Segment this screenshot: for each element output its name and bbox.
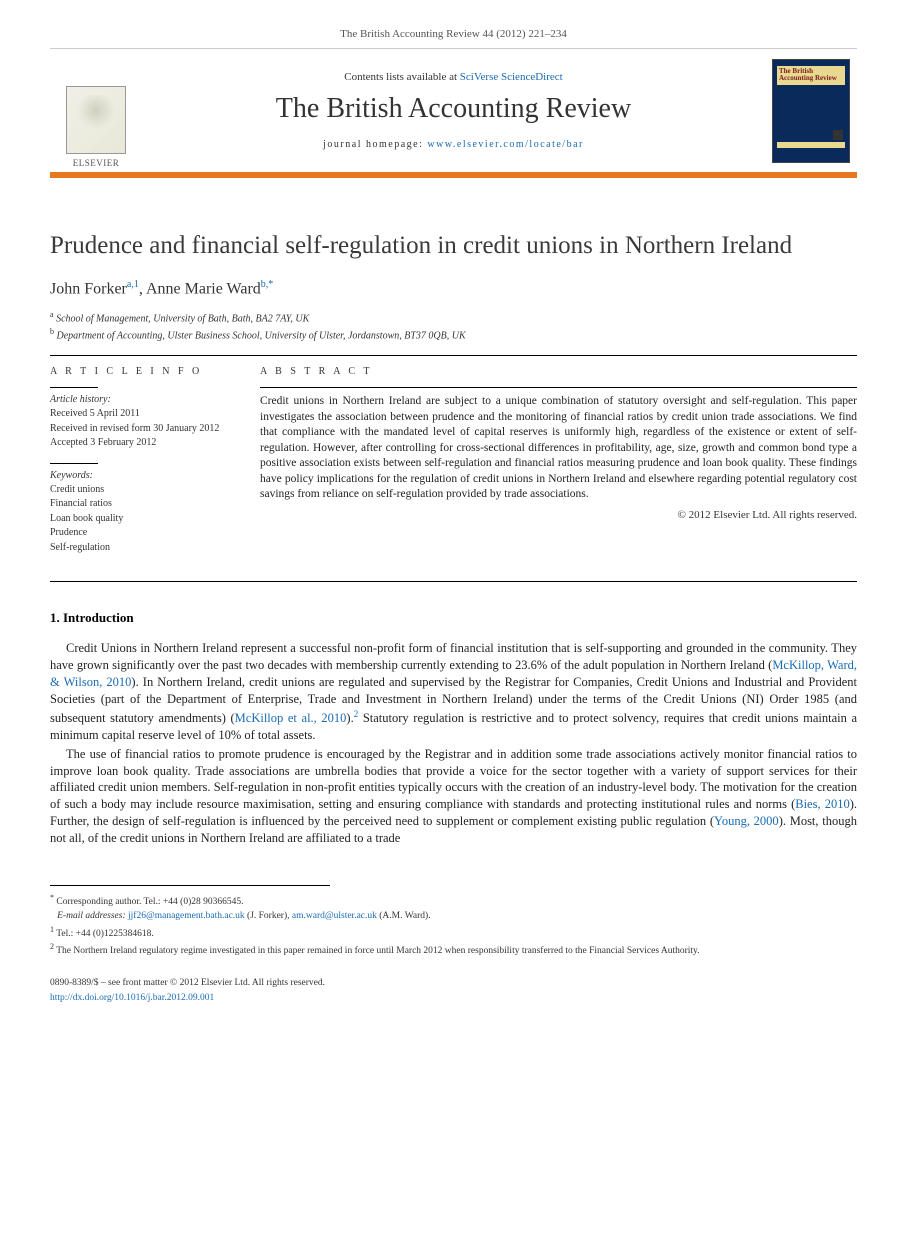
email-link[interactable]: am.ward@ulster.ac.uk (292, 911, 377, 921)
fn2-marker: 2 (50, 942, 54, 951)
fn1-text: Tel.: +44 (0)1225384618. (56, 929, 154, 939)
p1c: ). (346, 711, 353, 725)
sciencedirect-link[interactable]: SciVerse ScienceDirect (460, 71, 563, 83)
fn1-marker: 1 (50, 925, 54, 934)
journal-cover-icon: The British Accounting Review (772, 59, 850, 163)
cover-bar (777, 142, 845, 148)
affil-b-sup: b (50, 327, 54, 336)
page-citation: The British Accounting Review 44 (2012) … (0, 0, 907, 48)
email-link[interactable]: jjf26@management.bath.ac.uk (128, 911, 245, 921)
corr-marker: * (50, 893, 54, 902)
email-footnote: E-mail addresses: jjf26@management.bath.… (50, 909, 857, 923)
cover-title: The British Accounting Review (777, 66, 845, 85)
email2-name: (A.M. Ward). (379, 911, 430, 921)
fn2-text: The Northern Ireland regulatory regime i… (56, 946, 699, 956)
affil-a: School of Management, University of Bath… (56, 313, 309, 324)
article-info-column: A R T I C L E I N F O Article history: R… (50, 366, 260, 567)
affil-a-sup: a (50, 310, 54, 319)
authors: John Forkera,1, Anne Marie Wardb,* (50, 279, 857, 298)
keyword: Prudence (50, 526, 240, 541)
doi-link[interactable]: http://dx.doi.org/10.1016/j.bar.2012.09.… (50, 993, 214, 1003)
corr-author-footnote: * Corresponding author. Tel.: +44 (0)28 … (50, 892, 857, 909)
corr-text: Corresponding author. Tel.: +44 (0)28 90… (56, 897, 243, 907)
footnotes-rule (50, 885, 330, 892)
keyword: Self-regulation (50, 541, 240, 556)
p2a: The use of financial ratios to promote p… (50, 747, 857, 812)
copyright: © 2012 Elsevier Ltd. All rights reserved… (260, 509, 857, 521)
history-block: Article history: Received 5 April 2011 R… (50, 394, 240, 451)
footnote-2: 2 The Northern Ireland regulatory regime… (50, 941, 857, 958)
elsevier-tree-icon (66, 86, 126, 154)
revised: Received in revised form 30 January 2012 (50, 422, 240, 437)
footnotes: * Corresponding author. Tel.: +44 (0)28 … (50, 892, 857, 958)
info-abstract-row: A R T I C L E I N F O Article history: R… (50, 355, 857, 582)
article-info-label: A R T I C L E I N F O (50, 366, 240, 377)
homepage-line: journal homepage: www.elsevier.com/locat… (323, 139, 584, 150)
divider (50, 387, 98, 388)
received: Received 5 April 2011 (50, 407, 240, 422)
keywords-block: Keywords: Credit unions Financial ratios… (50, 470, 240, 556)
banner-center: Contents lists available at SciVerse Sci… (142, 49, 765, 178)
affil-b: Department of Accounting, Ulster Busines… (57, 330, 466, 341)
contents-prefix: Contents lists available at (344, 71, 459, 83)
email-label: E-mail addresses: (57, 911, 126, 921)
footnote-1: 1 Tel.: +44 (0)1225384618. (50, 924, 857, 941)
section-heading: 1. Introduction (50, 610, 857, 626)
history-head: Article history: (50, 394, 240, 405)
body-para-2: The use of financial ratios to promote p… (50, 746, 857, 847)
divider (260, 387, 857, 388)
abstract-label: A B S T R A C T (260, 366, 857, 377)
journal-title: The British Accounting Review (276, 93, 631, 125)
publisher-block: ELSEVIER (50, 49, 142, 178)
contents-line: Contents lists available at SciVerse Sci… (344, 71, 562, 83)
author-2-sup: b,* (261, 279, 274, 290)
article-title: Prudence and financial self-regulation i… (50, 230, 857, 261)
citation-link[interactable]: McKillop et al., 2010 (235, 711, 347, 725)
cover-block: The British Accounting Review (765, 49, 857, 178)
cover-logo-icon (833, 130, 843, 140)
author-2: Anne Marie Ward (146, 281, 261, 298)
homepage-link[interactable]: www.elsevier.com/locate/bar (427, 139, 583, 150)
divider (50, 463, 98, 464)
accepted: Accepted 3 February 2012 (50, 436, 240, 451)
citation-link[interactable]: Young, 2000 (714, 814, 779, 828)
abstract-text: Credit unions in Northern Ireland are su… (260, 394, 857, 503)
body-section: 1. Introduction Credit Unions in Norther… (50, 610, 857, 847)
keywords-head: Keywords: (50, 470, 240, 481)
email1-name: (J. Forker), (247, 911, 289, 921)
keyword: Loan book quality (50, 512, 240, 527)
homepage-prefix: journal homepage: (323, 139, 427, 150)
abstract-column: A B S T R A C T Credit unions in Norther… (260, 366, 857, 567)
page-footer: 0890-8389/$ – see front matter © 2012 El… (50, 976, 857, 1005)
issn-line: 0890-8389/$ – see front matter © 2012 El… (50, 976, 857, 990)
publisher-name: ELSEVIER (73, 158, 120, 168)
author-1: John Forker (50, 281, 127, 298)
author-1-sup: a,1 (127, 279, 139, 290)
body-para-1: Credit Unions in Northern Ireland repres… (50, 640, 857, 743)
p1a: Credit Unions in Northern Ireland repres… (50, 641, 857, 672)
journal-banner: ELSEVIER Contents lists available at Sci… (50, 48, 857, 178)
keyword: Financial ratios (50, 497, 240, 512)
keyword: Credit unions (50, 483, 240, 498)
citation-link[interactable]: Bies, 2010 (795, 797, 849, 811)
affiliations: a School of Management, University of Ba… (50, 309, 857, 344)
